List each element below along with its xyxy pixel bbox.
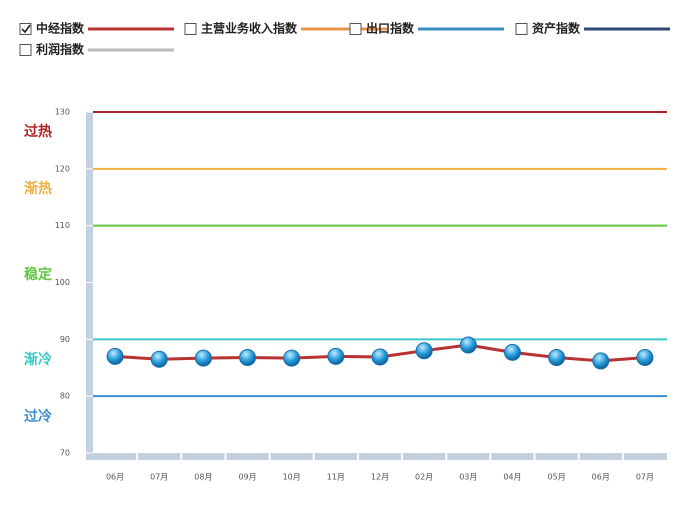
legend-label[interactable]: 利润指数 — [36, 42, 85, 57]
zone-label: 过冷 — [24, 408, 52, 425]
legend-label[interactable]: 中经指数 — [36, 21, 85, 36]
zone-label: 过热 — [24, 123, 52, 140]
y-tick-label: 110 — [55, 221, 70, 230]
x-tick-label: 06月 — [592, 473, 610, 482]
x-tick-label: 11月 — [327, 473, 345, 482]
y-tick-label: 130 — [55, 108, 70, 117]
legend-label[interactable]: 出口指数 — [366, 21, 415, 36]
point — [592, 352, 610, 370]
legend-checkbox[interactable] — [349, 23, 362, 35]
checkmark — [21, 24, 31, 34]
x-tick-label: 05月 — [548, 473, 566, 482]
legend-checkbox[interactable] — [184, 23, 197, 35]
point — [283, 349, 301, 367]
point — [150, 350, 168, 368]
point — [415, 342, 433, 360]
y-tick-label: 70 — [60, 449, 70, 458]
legend-checkbox[interactable] — [19, 44, 32, 56]
zone-label: 渐冷 — [24, 351, 52, 368]
x-tick-label: 12月 — [371, 473, 389, 482]
x-tick-label: 07月 — [150, 473, 168, 482]
y-tick-label: 120 — [55, 164, 70, 173]
x-tick-label: 10月 — [283, 473, 301, 482]
x-tick-label: 04月 — [503, 473, 521, 482]
legend-checkbox[interactable] — [19, 23, 32, 35]
point — [239, 349, 257, 367]
zone-label: 稳定 — [24, 266, 52, 283]
x-axis-bar — [93, 453, 667, 460]
point — [636, 349, 654, 367]
zone-label: 渐热 — [24, 180, 52, 197]
legend-label[interactable]: 资产指数 — [532, 21, 581, 36]
x-tick-label: 03月 — [459, 473, 477, 482]
x-tick-label: 07月 — [636, 473, 654, 482]
x-tick-label: 06月 — [106, 473, 124, 482]
y-tick-label: 90 — [60, 335, 70, 344]
y-axis-bar — [86, 112, 93, 460]
legend-label[interactable]: 主营业务收入指数 — [201, 21, 298, 36]
x-tick-label: 08月 — [194, 473, 212, 482]
point — [503, 343, 521, 361]
y-tick-label: 100 — [55, 278, 70, 287]
point — [459, 336, 477, 354]
x-tick-label: 09月 — [238, 473, 256, 482]
point — [106, 347, 124, 365]
point — [371, 348, 389, 366]
x-tick-label: 02月 — [415, 473, 433, 482]
point — [548, 349, 566, 367]
point — [194, 349, 212, 367]
y-tick-label: 80 — [60, 392, 70, 401]
legend-checkbox[interactable] — [515, 23, 528, 35]
point — [327, 347, 345, 365]
